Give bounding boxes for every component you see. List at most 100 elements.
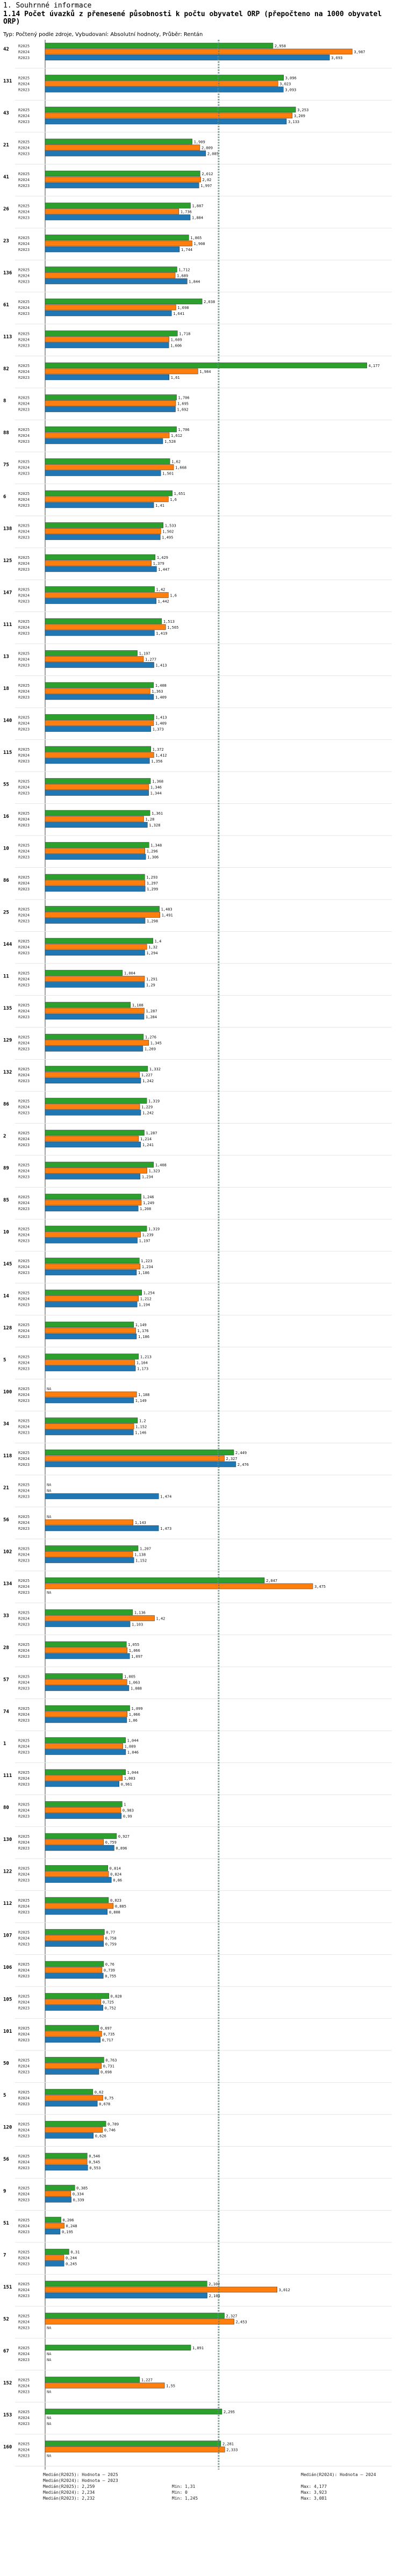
series-tick-label: R2024 [18, 817, 30, 822]
bar-value-label: 1,296 [147, 850, 158, 854]
bar-R2025 [45, 106, 296, 113]
bar-value-label: 1,227 [141, 1073, 153, 1077]
group-label: 111 [3, 1773, 12, 1779]
series-tick-label: R2024 [18, 2096, 30, 2100]
bar-value-label: 1,528 [164, 440, 176, 444]
na-label: NA [47, 2390, 52, 2394]
bar-R2024 [45, 1743, 123, 1749]
bar-R2023 [45, 1429, 134, 1435]
series-tick-label: R2025 [18, 1003, 30, 1008]
series-tick-label: R2024 [18, 1585, 30, 1589]
series-tick-label: R2024 [18, 2416, 30, 2420]
bar-value-label: 0,244 [66, 2256, 77, 2261]
series-tick-label: R2025 [18, 1547, 30, 1551]
bar-value-label: 1,718 [179, 332, 190, 336]
series-tick-label: R2023 [18, 631, 30, 636]
series-tick-label: R2024 [18, 2064, 30, 2069]
bar-R2023 [45, 1269, 137, 1276]
bar-value-label: 1,344 [150, 791, 162, 796]
bar-R2025 [45, 1449, 234, 1456]
group-label: 140 [3, 718, 12, 724]
bar-R2025 [45, 1545, 139, 1551]
bar-value-label: 1,097 [131, 1654, 142, 1659]
group-label: 11 [3, 974, 9, 980]
bar-value-label: 0,814 [110, 1867, 121, 1871]
bar-R2024 [45, 1327, 136, 1334]
series-tick-label: R2023 [18, 1782, 30, 1787]
bar-value-label: 1,186 [138, 1271, 149, 1275]
series-tick-label: R2023 [18, 1751, 30, 1755]
bar-R2024 [45, 432, 170, 438]
group-label: 113 [3, 335, 12, 340]
series-tick-label: R2025 [18, 204, 30, 208]
series-tick-label: R2024 [18, 114, 30, 118]
bar-value-label: 1,277 [145, 658, 156, 662]
series-tick-label: R2025 [18, 620, 30, 624]
bar-value-label: 1,368 [152, 780, 163, 784]
bar-value-label: 2,333 [226, 2448, 238, 2452]
series-tick-label: R2025 [18, 1643, 30, 1647]
bar-R2024 [45, 1551, 133, 1557]
bar-value-label: 1,242 [142, 1079, 154, 1083]
group-label: 112 [3, 1901, 12, 1906]
na-label: NA [47, 1489, 52, 1493]
series-tick-label: R2023 [18, 184, 30, 188]
group-label: 105 [3, 1997, 12, 2003]
series-tick-label: R2023 [18, 1335, 30, 1339]
series-tick-label: R2023 [18, 600, 30, 604]
bar-value-label: 1,306 [147, 855, 159, 860]
group-label: 33 [3, 1614, 9, 1619]
bar-R2025 [45, 298, 203, 305]
series-tick-label: R2023 [18, 2038, 30, 2042]
bar-value-label: 0,731 [103, 2064, 114, 2069]
bar-R2023 [45, 790, 149, 796]
bar-value-label: 1,214 [140, 1137, 152, 1141]
bar-R2025 [45, 2408, 222, 2415]
series-tick-label: R2024 [18, 1809, 30, 1813]
bar-R2025 [45, 1609, 133, 1615]
bar-R2023 [45, 2228, 61, 2235]
group-label: 118 [3, 1454, 12, 1459]
group-label: 5 [3, 2093, 6, 2098]
bar-R2023 [45, 2261, 64, 2266]
bar-R2024 [45, 1199, 142, 1206]
series-tick-label: R2025 [18, 1834, 30, 1839]
series-tick-label: R2024 [18, 881, 30, 886]
bar-value-label: 1,442 [158, 600, 169, 604]
bar-R2025 [45, 778, 151, 784]
bar-R2024 [45, 1104, 140, 1110]
series-tick-label: R2023 [18, 728, 30, 732]
bar-value-label: 0,385 [76, 2186, 88, 2191]
series-tick-label: R2023 [18, 567, 30, 572]
bar-value-label: 2,453 [236, 2320, 247, 2325]
bar-R2025 [45, 874, 145, 880]
group-label: 125 [3, 558, 12, 564]
group-label: 61 [3, 303, 9, 308]
series-tick-label: R2024 [18, 1297, 30, 1301]
group-label: 21 [3, 1486, 9, 1491]
bar-R2024 [45, 1519, 134, 1526]
bar-R2024 [45, 2255, 64, 2261]
bar-value-label: 1,447 [158, 567, 169, 572]
bar-value-label: 1,419 [156, 631, 167, 636]
bar-R2025 [45, 1673, 123, 1679]
bar-R2024 [45, 1935, 104, 1941]
stat-text: Medián(R2024): 2,234 [43, 2490, 95, 2495]
group-label: 21 [3, 143, 9, 148]
series-tick-label: R2025 [18, 2122, 30, 2127]
bar-value-label: 0,717 [102, 2038, 113, 2042]
bar-R2025 [45, 330, 178, 336]
series-tick-label: R2023 [18, 503, 30, 508]
bar-R2024 [45, 528, 161, 534]
series-tick-label: R2023 [18, 2326, 30, 2330]
bar-R2024 [45, 2447, 225, 2452]
na-label: NA [47, 1515, 52, 1519]
series-tick-label: R2025 [18, 556, 30, 560]
bar-R2023 [45, 2164, 88, 2171]
series-tick-label: R2025 [18, 1067, 30, 1071]
bar-R2023 [45, 918, 146, 924]
bar-value-label: 1,294 [146, 951, 157, 955]
bar-R2024 [45, 2127, 103, 2133]
bar-R2025 [45, 746, 151, 752]
group-label: 10 [3, 1230, 9, 1235]
